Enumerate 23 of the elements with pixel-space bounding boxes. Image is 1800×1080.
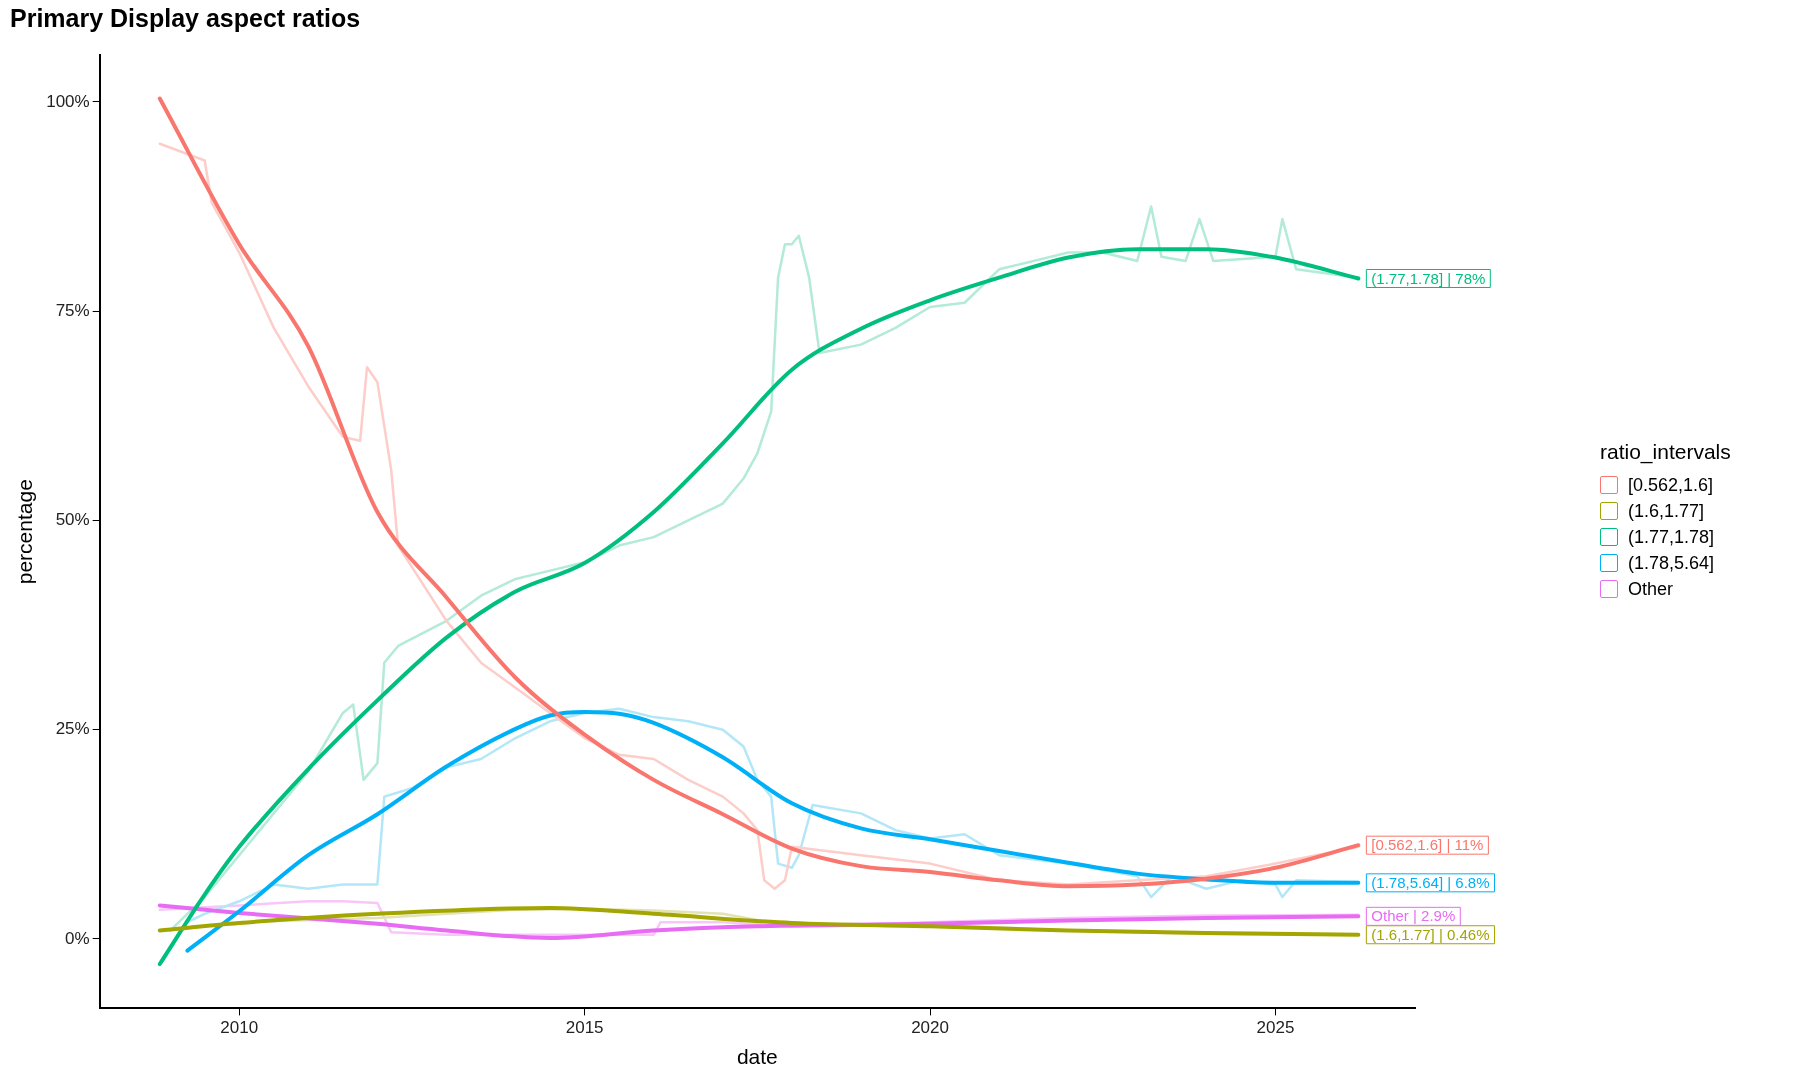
annotation: (1.6,1.77] | 0.46% [1371, 925, 1490, 943]
y-tick-label: 75% [55, 300, 90, 320]
annotation: [0.562,1.6] | 11% [1371, 836, 1484, 854]
x-axis-title: date [736, 1045, 778, 1069]
y-tick-label: 100% [46, 91, 90, 111]
y-tick-label: 50% [55, 510, 90, 530]
y-tick-label: 0% [65, 928, 90, 948]
legend-label: (1.6,1.77] [1628, 500, 1705, 522]
x-tick-label: 2015 [565, 1018, 604, 1038]
legend-label: (1.78,5.64] [1628, 552, 1715, 574]
legend-label: (1.77,1.78] [1628, 526, 1715, 548]
annotation: (1.78,5.64] | 6.8% [1371, 873, 1490, 891]
legend-label: Other [1628, 578, 1674, 600]
chart-title: Primary Display aspect ratios [10, 3, 361, 32]
annotation: Other | 2.9% [1371, 907, 1456, 925]
y-axis-title: percentage [13, 479, 37, 585]
x-tick-label: 2025 [1256, 1018, 1295, 1038]
legend-label: [0.562,1.6] [1628, 474, 1714, 496]
legend-title: ratio_intervals [1600, 440, 1731, 464]
y-tick-label: 25% [55, 719, 90, 739]
x-tick-label: 2020 [911, 1018, 949, 1038]
x-tick-label: 2010 [220, 1018, 259, 1038]
annotation: (1.77,1.78] | 78% [1371, 269, 1486, 287]
